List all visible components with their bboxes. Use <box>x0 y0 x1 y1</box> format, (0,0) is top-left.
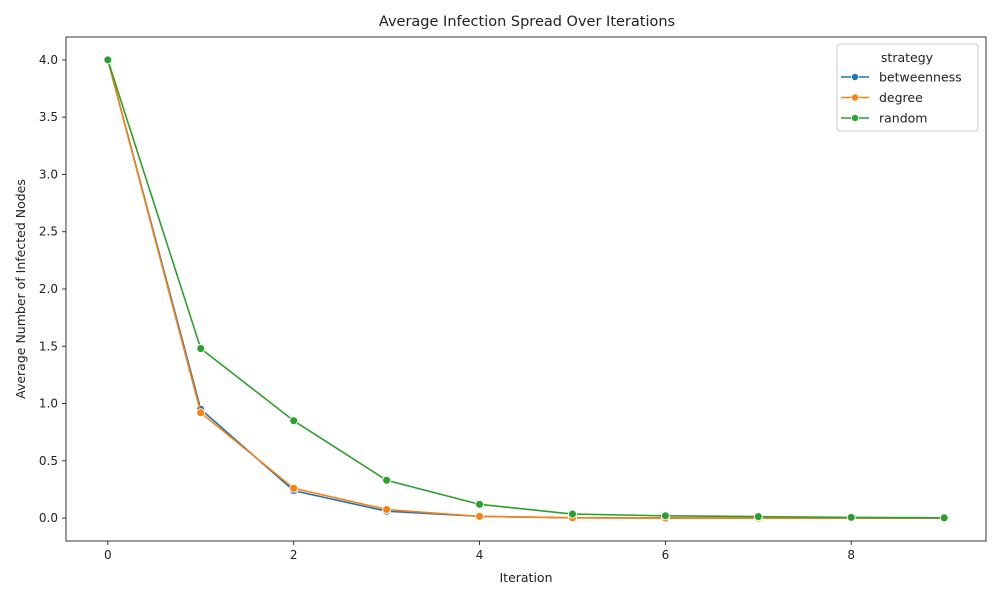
data-point <box>196 408 206 418</box>
data-point <box>475 511 484 521</box>
legend: strategy betweenness degree random <box>836 43 979 132</box>
legend-marker <box>851 73 860 82</box>
y-tick-label: 2.5 <box>39 225 58 239</box>
legend-label: betweenness <box>879 70 962 85</box>
y-tick-label: 2.0 <box>39 282 58 296</box>
y-axis: 0.0 0.5 1.0 1.5 2.0 2.5 3.0 3.5 4.0 <box>39 53 66 525</box>
series-line <box>107 59 945 519</box>
x-axis-label: Iteration <box>499 570 552 585</box>
data-point <box>103 55 113 65</box>
data-point <box>568 509 577 519</box>
data-point <box>939 513 949 523</box>
data-point <box>846 512 856 522</box>
legend-marker <box>851 114 860 123</box>
y-axis-label: Average Number of Infected Nodes <box>13 179 28 399</box>
legend-label: random <box>879 111 927 126</box>
series-layer <box>103 55 949 523</box>
x-tick-label: 0 <box>104 548 112 562</box>
y-tick-label: 3.0 <box>39 167 58 181</box>
legend-label: degree <box>879 90 923 105</box>
data-point <box>289 483 299 493</box>
data-point <box>289 416 299 426</box>
legend-item-random: random <box>841 111 927 126</box>
data-point <box>196 344 206 354</box>
chart-title: Average Infection Spread Over Iterations <box>379 14 675 30</box>
series-betweenness <box>103 55 949 523</box>
y-tick-label: 3.5 <box>39 110 58 124</box>
data-point <box>382 475 392 485</box>
y-tick-label: 4.0 <box>39 53 58 67</box>
y-tick-label: 1.0 <box>39 397 58 411</box>
y-tick-label: 0.5 <box>39 454 58 468</box>
data-point <box>475 499 484 509</box>
legend-title: strategy <box>881 50 934 65</box>
data-point <box>382 505 392 514</box>
x-tick-label: 6 <box>662 548 670 562</box>
legend-marker <box>851 93 860 102</box>
legend-item-betweenness: betweenness <box>841 70 962 85</box>
y-tick-label: 1.5 <box>39 339 58 353</box>
legend-frame <box>836 43 979 132</box>
series-line <box>107 59 945 519</box>
x-axis: 0 2 4 6 8 <box>104 541 855 562</box>
series-degree <box>103 55 949 523</box>
data-point <box>660 511 670 521</box>
x-tick-label: 8 <box>847 548 855 562</box>
legend-item-degree: degree <box>841 90 923 105</box>
y-tick-label: 0.0 <box>39 511 58 525</box>
series-line <box>107 59 945 519</box>
series-random <box>103 55 949 523</box>
x-tick-label: 4 <box>476 548 484 562</box>
data-point <box>753 512 763 522</box>
x-tick-label: 2 <box>290 548 298 562</box>
